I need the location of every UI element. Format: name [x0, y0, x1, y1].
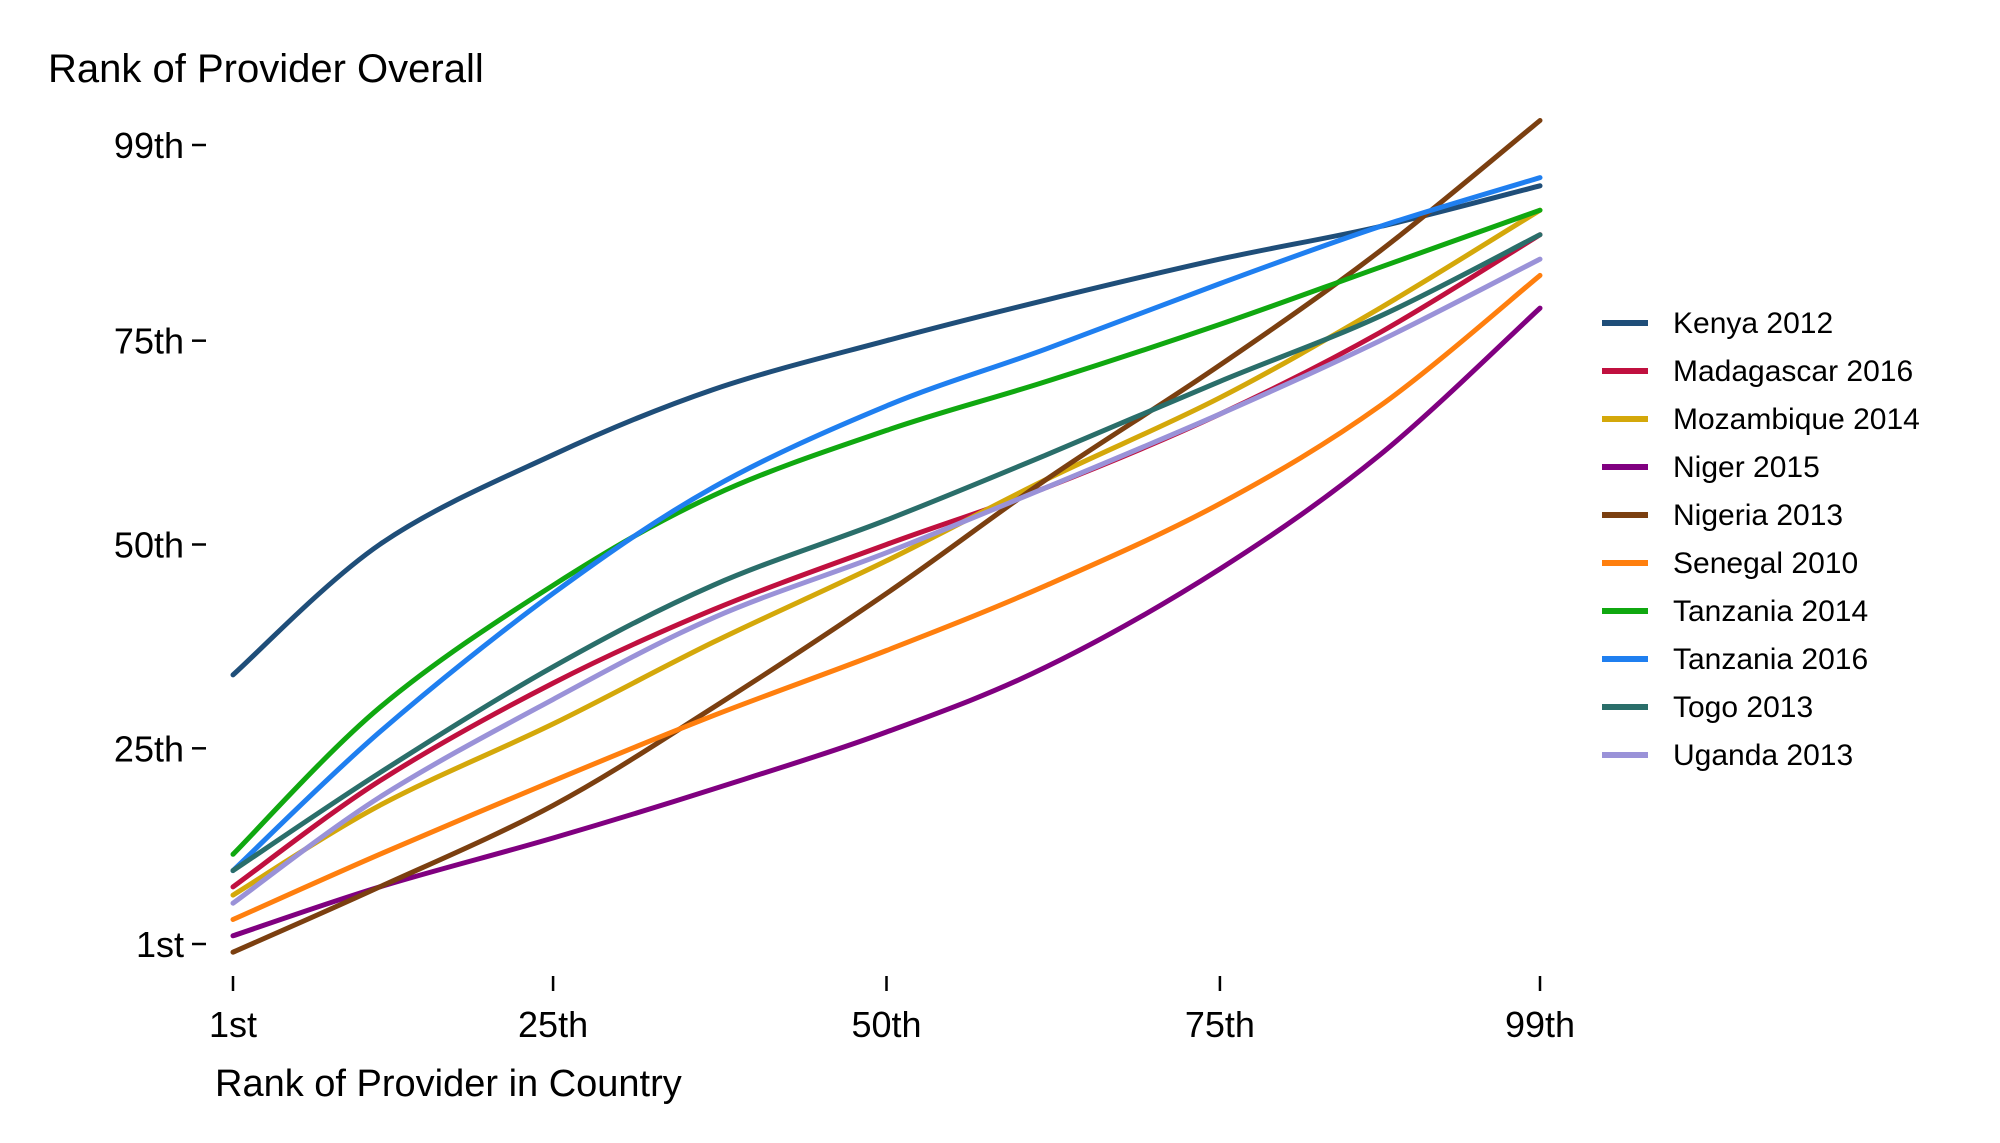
series-line-senegal-2010: [230, 272, 1543, 922]
series-lines: [230, 118, 1543, 955]
x-axis: 1st 25th 50th 75th 99th: [209, 976, 1575, 1045]
chart-title: Rank of Provider Overall: [48, 47, 484, 91]
x-tick-label: 50th: [851, 1004, 921, 1045]
x-tick-label: 75th: [1185, 1004, 1255, 1045]
legend-label: Kenya 2012: [1673, 307, 1833, 340]
series-line-uganda-2013: [230, 256, 1543, 906]
x-tick-label: 1st: [209, 1004, 257, 1045]
series-line-togo-2013: [230, 232, 1543, 874]
legend-label: Tanzania 2014: [1673, 595, 1868, 628]
y-axis: 1st 25th 50th 75th 99th: [114, 125, 206, 965]
legend-label: Uganda 2013: [1673, 739, 1853, 772]
legend-label: Nigeria 2013: [1673, 499, 1843, 532]
legend-label: Mozambique 2014: [1673, 403, 1920, 436]
y-tick-label: 1st: [136, 924, 184, 965]
series-line-kenya-2012: [230, 183, 1543, 678]
legend-label: Togo 2013: [1673, 691, 1813, 724]
series-line-tanzania-2014: [230, 207, 1543, 857]
y-tick-label: 75th: [114, 321, 184, 362]
series-line-tanzania-2016: [230, 175, 1543, 874]
x-tick-label: 99th: [1505, 1004, 1575, 1045]
series-line-madagascar-2016: [230, 232, 1543, 890]
series-line-niger-2015: [230, 305, 1543, 939]
y-tick-label: 25th: [114, 728, 184, 769]
y-tick-label: 99th: [114, 125, 184, 166]
series-line-nigeria-2013: [230, 118, 1543, 955]
x-axis-title: Rank of Provider in Country: [215, 1063, 682, 1105]
legend: Kenya 2012 Madagascar 2016 Mozambique 2014…: [1602, 307, 1920, 772]
x-tick-label: 25th: [518, 1004, 588, 1045]
legend-label: Madagascar 2016: [1673, 355, 1913, 388]
legend-label: Niger 2015: [1673, 451, 1820, 484]
y-tick-label: 50th: [114, 525, 184, 566]
legend-label: Tanzania 2016: [1673, 643, 1868, 676]
legend-label: Senegal 2010: [1673, 547, 1858, 580]
